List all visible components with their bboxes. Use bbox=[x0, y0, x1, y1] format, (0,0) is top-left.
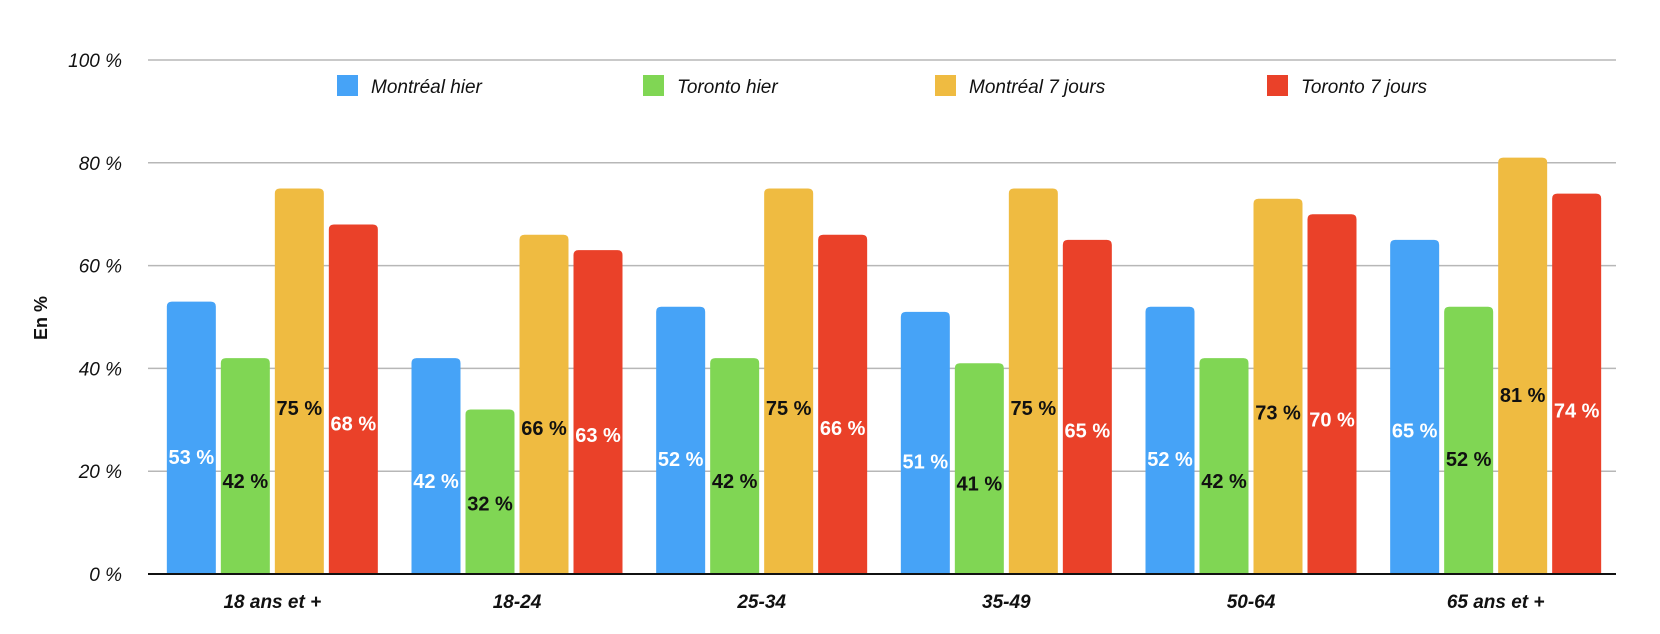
data-label: 63 % bbox=[575, 425, 621, 447]
bar bbox=[1062, 239, 1112, 574]
bar bbox=[465, 409, 515, 574]
bar bbox=[1552, 193, 1602, 574]
legend-swatch bbox=[643, 75, 664, 96]
data-label: 51 % bbox=[903, 451, 949, 473]
y-axis-label: En % bbox=[31, 296, 51, 340]
data-label: 42 % bbox=[1201, 471, 1247, 493]
data-label: 75 % bbox=[766, 398, 812, 420]
data-label: 52 % bbox=[658, 449, 704, 471]
bar bbox=[954, 363, 1004, 574]
data-label: 42 % bbox=[413, 471, 459, 493]
bar bbox=[328, 224, 378, 575]
data-label: 70 % bbox=[1309, 409, 1355, 431]
x-axis-categories: 18 ans et + 18-24 25-34 35-49 50-64 65 ans et… bbox=[223, 592, 1544, 613]
bar bbox=[818, 234, 868, 574]
legend-label: Toronto hier bbox=[677, 77, 778, 98]
bar bbox=[411, 358, 461, 574]
bar bbox=[274, 188, 324, 574]
legend: Montréal hier Toronto hier Montréal 7 jour… bbox=[337, 75, 1428, 98]
y-tick-label: 100 % bbox=[68, 51, 122, 72]
bar bbox=[656, 306, 706, 574]
bar bbox=[764, 188, 814, 574]
bar bbox=[1199, 358, 1249, 574]
bar bbox=[1498, 157, 1548, 574]
x-category-label: 50-64 bbox=[1227, 592, 1276, 613]
data-label: 65 % bbox=[1065, 420, 1111, 442]
data-label: 32 % bbox=[467, 493, 513, 515]
data-label: 68 % bbox=[331, 414, 377, 436]
x-category-label: 18-24 bbox=[493, 592, 542, 613]
x-category-label: 35-49 bbox=[982, 592, 1031, 613]
x-category-label: 65 ans et + bbox=[1447, 592, 1545, 613]
bar bbox=[1307, 214, 1357, 574]
data-label: 73 % bbox=[1255, 403, 1301, 425]
bar bbox=[573, 250, 623, 574]
y-tick-label: 0 % bbox=[89, 565, 122, 586]
bar bbox=[1145, 306, 1195, 574]
bars: 53 % 42 % 75 % 68 % 42 % 32 % 66 % 63 % 52 % 42 %… bbox=[166, 157, 1602, 575]
legend-label: Toronto 7 jours bbox=[1301, 77, 1428, 98]
data-label: 42 % bbox=[712, 471, 758, 493]
bar bbox=[166, 301, 216, 574]
legend-label: Montréal 7 jours bbox=[969, 77, 1106, 98]
y-axis-ticks: 0 % 20 % 40 % 60 % 80 % 100 % bbox=[68, 51, 122, 586]
y-tick-label: 40 % bbox=[79, 359, 122, 380]
data-label: 52 % bbox=[1147, 449, 1193, 471]
legend-swatch bbox=[935, 75, 956, 96]
data-label: 75 % bbox=[1011, 398, 1057, 420]
data-label: 66 % bbox=[521, 418, 567, 440]
bar bbox=[220, 358, 270, 574]
x-category-label: 18 ans et + bbox=[223, 592, 321, 613]
bar bbox=[1390, 239, 1440, 574]
y-tick-label: 80 % bbox=[79, 154, 122, 175]
bar bbox=[1444, 306, 1494, 574]
data-label: 41 % bbox=[957, 473, 1003, 495]
bar bbox=[710, 358, 760, 574]
data-label: 74 % bbox=[1554, 400, 1600, 422]
data-label: 52 % bbox=[1446, 449, 1492, 471]
bar bbox=[1253, 198, 1303, 574]
x-category-label: 25-34 bbox=[736, 592, 786, 613]
bar bbox=[900, 311, 950, 574]
y-tick-label: 60 % bbox=[79, 257, 122, 278]
bar bbox=[1008, 188, 1058, 574]
data-label: 42 % bbox=[223, 471, 269, 493]
legend-swatch bbox=[1267, 75, 1288, 96]
legend-swatch bbox=[337, 75, 358, 96]
bar bbox=[519, 234, 569, 574]
data-label: 66 % bbox=[820, 418, 866, 440]
data-label: 65 % bbox=[1392, 420, 1438, 442]
legend-label: Montréal hier bbox=[371, 77, 483, 98]
data-label: 53 % bbox=[169, 447, 215, 469]
data-label: 75 % bbox=[277, 398, 323, 420]
data-label: 81 % bbox=[1500, 385, 1546, 407]
gridlines bbox=[148, 59, 1616, 472]
y-tick-label: 20 % bbox=[78, 462, 122, 483]
